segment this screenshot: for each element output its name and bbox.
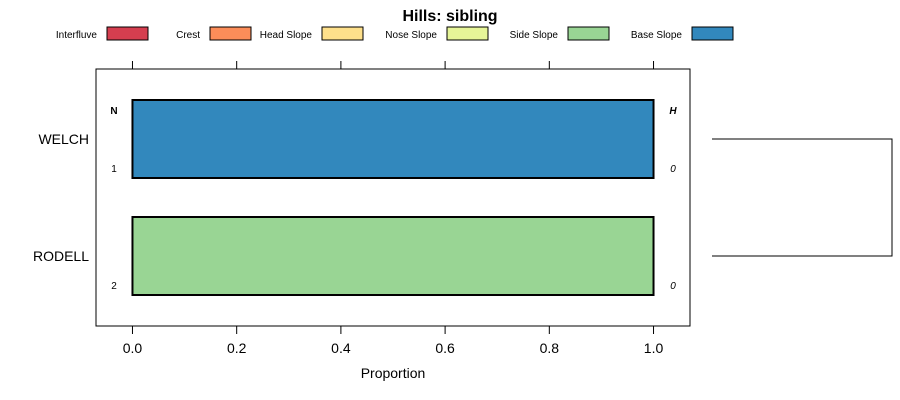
legend-label: Nose Slope — [385, 30, 437, 41]
legend-swatch — [321, 26, 364, 41]
annotations: 1 0 2 0 — [111, 164, 676, 292]
x-axis-label: Proportion — [361, 365, 426, 381]
x-tick-label: 1.0 — [644, 340, 664, 356]
n-value: 1 — [111, 164, 117, 175]
legend-swatch — [106, 26, 149, 41]
h-value: 0 — [670, 164, 676, 175]
x-tick-label: 0.0 — [123, 340, 143, 356]
legend-label: Crest — [176, 30, 200, 41]
dendrogram — [712, 138, 893, 257]
x-tick-label: 0.4 — [331, 340, 351, 356]
legend-swatch — [446, 26, 489, 41]
n-value: 2 — [111, 281, 117, 292]
top-axis-ticks — [131, 61, 655, 69]
legend: Interfluve Crest Head Slope Nose Slope Side … — [56, 26, 734, 41]
h-value: 0 — [670, 281, 676, 292]
bar-segment-base-slope — [131, 99, 655, 179]
n-header: N — [110, 106, 117, 117]
category-label: RODELL — [33, 248, 89, 264]
plot-frame — [95, 68, 691, 327]
legend-swatch — [209, 26, 252, 41]
h-header: H — [669, 106, 677, 117]
x-tick-label: 0.2 — [227, 340, 247, 356]
bars — [131, 99, 655, 296]
dendrogram-branch — [712, 138, 893, 257]
bar-segment-side-slope — [131, 216, 655, 296]
legend-swatch — [567, 26, 610, 41]
category-label: WELCH — [38, 131, 89, 147]
x-axis: 0.0 0.2 0.4 0.6 0.8 1.0 — [123, 326, 664, 356]
chart-title: Hills: sibling — [402, 8, 497, 25]
legend-label: Base Slope — [631, 30, 683, 41]
legend-label: Side Slope — [510, 30, 559, 41]
y-axis-categories: WELCH RODELL — [33, 131, 89, 264]
legend-swatch — [691, 26, 734, 41]
x-tick-label: 0.8 — [540, 340, 560, 356]
legend-label: Interfluve — [56, 30, 98, 41]
x-tick-label: 0.6 — [435, 340, 455, 356]
legend-label: Head Slope — [260, 30, 313, 41]
